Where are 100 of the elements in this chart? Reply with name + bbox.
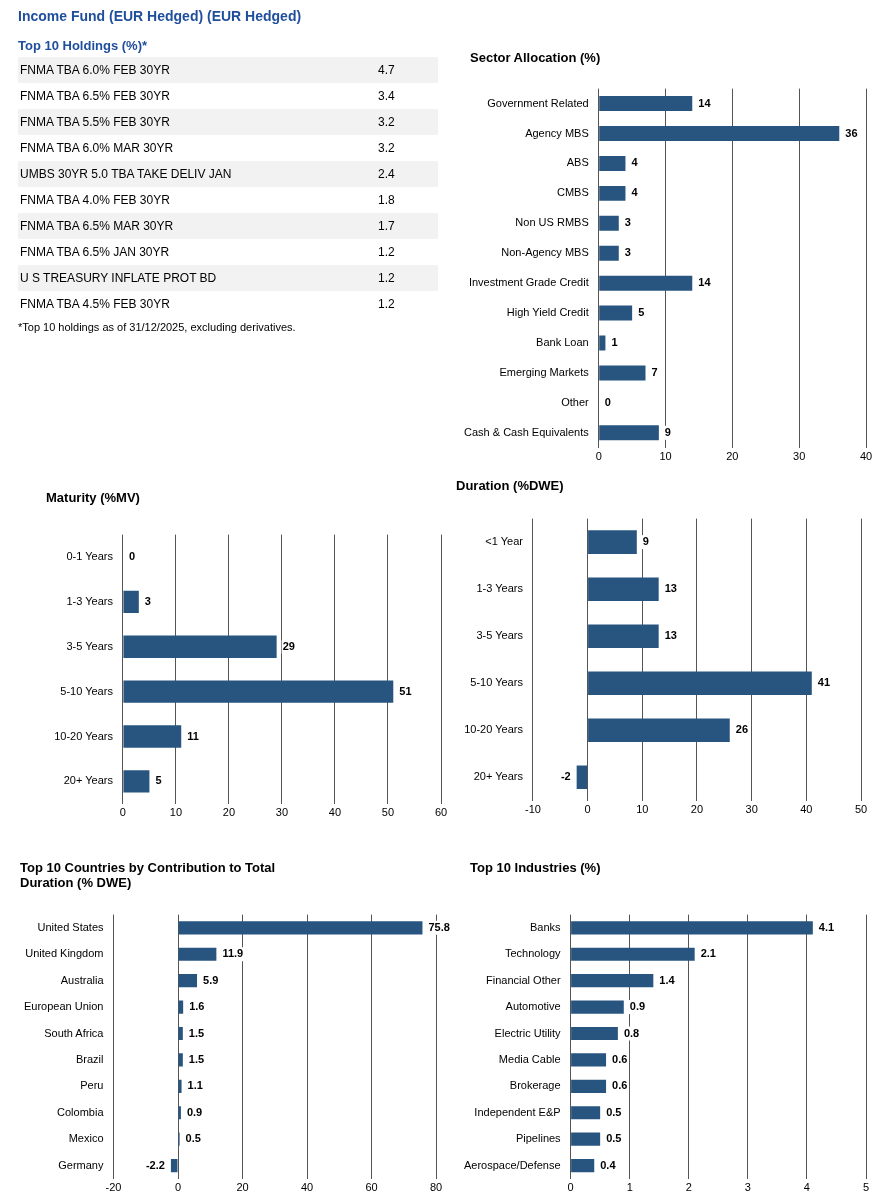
x-tick-label: 40 [800, 803, 813, 816]
data-label: 1.6 [189, 1000, 205, 1013]
data-label: 0.4 [600, 1158, 617, 1171]
y-tick-label: Banks [530, 920, 562, 933]
y-tick-label: Colombia [57, 1105, 105, 1118]
y-tick-label: 3-5 Years [476, 629, 524, 642]
x-tick-label: 20 [690, 803, 704, 816]
data-label: 13 [664, 629, 677, 642]
x-tick-label: 0 [595, 450, 602, 463]
y-tick-label: Brazil [75, 1052, 104, 1065]
y-tick-label: Emerging Markets [499, 366, 590, 378]
data-label: 0.6 [612, 1052, 628, 1065]
data-label: 1.1 [187, 1079, 203, 1092]
y-tick-label: 5-10 Years [60, 684, 114, 697]
bar [571, 1053, 607, 1067]
bar [588, 718, 730, 743]
x-tick-label: 10 [659, 450, 672, 463]
x-tick-label: 40 [859, 450, 873, 463]
bar [599, 305, 633, 321]
y-tick-label: High Yield Credit [506, 306, 589, 319]
data-label: -2.2 [145, 1158, 165, 1171]
y-tick-label: Other [561, 395, 590, 408]
x-tick-label: 30 [275, 806, 289, 819]
y-tick-label: Brokerage [509, 1079, 561, 1092]
y-tick-label: Pipelines [515, 1132, 562, 1145]
bar [571, 1106, 601, 1120]
data-label: 26 [735, 723, 749, 736]
y-tick-label: 3-5 Years [66, 639, 114, 652]
x-tick-label: 40 [300, 1181, 314, 1194]
x-tick-label: 0 [567, 1181, 574, 1194]
x-tick-label: 0 [584, 803, 591, 816]
data-label: 3 [624, 216, 631, 229]
bar [178, 947, 217, 961]
data-label: 1.4 [659, 973, 676, 986]
bar [571, 947, 695, 961]
data-label: 0.6 [612, 1079, 628, 1092]
category-label: U S TREASURY INFLATE PROT BD [18, 265, 378, 291]
x-tick-label: 20 [236, 1181, 249, 1194]
data-label: 3 [144, 594, 151, 607]
x-tick-label: 30 [793, 450, 806, 463]
y-tick-label: 20+ Years [63, 774, 114, 787]
data-label: 0.5 [606, 1105, 622, 1118]
y-tick-label: United Kingdom [25, 947, 104, 960]
y-tick-label: Peru [80, 1079, 104, 1092]
chart-title: Duration (%DWE) [456, 478, 565, 493]
x-tick-label: 0 [119, 806, 126, 819]
bar [599, 155, 626, 171]
bar [599, 365, 646, 381]
data-label: 3.2 [378, 140, 396, 157]
x-tick-label: 1 [626, 1181, 633, 1194]
y-tick-label: Non-Agency MBS [501, 246, 589, 259]
data-label: 1.7 [378, 213, 438, 239]
bar [178, 1026, 183, 1041]
bar [599, 215, 619, 231]
data-label: 5.9 [203, 973, 219, 986]
x-tick-label: 10 [636, 803, 649, 816]
bar [123, 725, 182, 748]
data-label: 3 [624, 246, 631, 259]
y-tick-label: Australia [60, 973, 105, 986]
data-label: 5 [155, 774, 162, 787]
data-label: 9 [664, 425, 671, 438]
bar [599, 425, 659, 441]
x-tick-label: 10 [169, 806, 183, 819]
x-tick-label: 20 [726, 450, 739, 463]
y-tick-label: Financial Other [486, 973, 561, 986]
chart-title: Sector Allocation (%) [470, 50, 602, 65]
data-label: 0.9 [186, 1105, 203, 1118]
y-tick-label: Media Cable [498, 1052, 561, 1065]
data-label: 2.4 [378, 161, 438, 187]
category-label: FNMA TBA 6.5% FEB 30YR [19, 88, 171, 105]
y-tick-label: CMBS [556, 186, 589, 199]
bar [178, 974, 198, 988]
x-tick-label: -10 [524, 803, 541, 816]
data-label: 1.2 [378, 296, 396, 313]
x-tick-label: 0 [174, 1181, 182, 1194]
category-label: FNMA TBA 6.0% FEB 30YR [18, 57, 378, 83]
x-tick-label: 5 [862, 1181, 870, 1194]
y-tick-label: Cash & Cash Equivalents [464, 425, 590, 438]
text: Income Fund (EUR Hedged) (EUR Hedged) [18, 8, 303, 24]
y-tick-label: Technology [504, 947, 562, 960]
x-tick-label: 30 [745, 803, 758, 816]
data-label: 11 [187, 729, 199, 742]
y-tick-label: Agency MBS [525, 126, 589, 139]
data-label: 13 [664, 582, 677, 595]
data-label: 7 [651, 366, 658, 378]
y-tick-label: Bank Loan [536, 336, 589, 349]
x-tick-label: 3 [744, 1181, 751, 1194]
category-label: FNMA TBA 6.5% MAR 30YR [18, 213, 378, 239]
data-label: 1.2 [378, 244, 396, 261]
x-tick-label: 60 [434, 806, 448, 819]
data-label: 0.5 [606, 1132, 622, 1145]
data-label: 0 [604, 395, 611, 408]
y-tick-label: <1 Year [485, 535, 524, 548]
bar [123, 590, 139, 614]
x-tick-label: 20 [222, 806, 236, 819]
y-tick-label: Independent E&P [474, 1105, 561, 1118]
y-tick-label: 0-1 Years [66, 550, 114, 563]
bar [599, 335, 606, 351]
y-tick-label: Non US RMBS [515, 216, 589, 229]
bar [178, 1053, 183, 1067]
